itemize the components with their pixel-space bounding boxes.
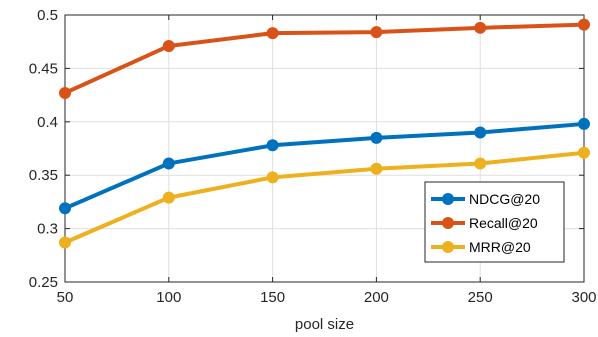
x-tick-label: 150	[260, 289, 285, 306]
legend-marker-recall-20	[442, 217, 454, 229]
legend-marker-ndcg-20	[442, 193, 454, 205]
data-point-mrr-20	[474, 157, 487, 170]
y-tick-label: 0.45	[29, 60, 58, 77]
x-tick-label: 250	[468, 289, 493, 306]
y-tick-label: 0.25	[29, 274, 58, 291]
data-point-recall-20	[59, 86, 71, 99]
legend-marker-mrr-20	[442, 241, 454, 253]
data-point-ndcg-20	[266, 139, 279, 152]
y-tick-label: 0.4	[37, 114, 58, 131]
x-tick-label: 100	[156, 289, 181, 306]
legend-label-ndcg-20: NDCG@20	[469, 191, 540, 207]
series-line-recall-20	[64, 22, 585, 95]
data-point-ndcg-20	[578, 117, 590, 130]
ticks: 50 100 150 200 250 300 0.25 0.3 0.35 0.4 0.45 0.5	[29, 7, 597, 306]
data-point-recall-20	[578, 18, 590, 31]
y-tick-label: 0.35	[29, 167, 58, 184]
x-tick-label: 200	[364, 289, 389, 306]
legend-label-mrr-20: MRR@20	[469, 239, 531, 255]
data-point-mrr-20	[162, 191, 175, 204]
series-group	[59, 18, 590, 249]
data-point-recall-20	[162, 39, 175, 52]
legend: NDCG@20 Recall@20 MRR@20	[424, 181, 565, 263]
data-point-recall-20	[266, 27, 279, 40]
data-point-mrr-20	[578, 146, 590, 159]
legend-label-recall-20: Recall@20	[469, 215, 538, 231]
x-tick-label: 50	[57, 289, 74, 306]
data-point-recall-20	[474, 21, 487, 34]
x-tick-label: 300	[571, 289, 596, 306]
y-tick-label: 0.5	[37, 7, 58, 24]
data-point-ndcg-20	[370, 131, 383, 144]
data-point-mrr-20	[59, 236, 71, 249]
series-line-mrr-20	[64, 150, 585, 245]
data-point-ndcg-20	[162, 157, 175, 170]
y-tick-label: 0.3	[37, 221, 58, 238]
data-point-recall-20	[370, 26, 383, 39]
x-axis-label: pool size	[295, 316, 354, 333]
data-point-ndcg-20	[474, 126, 487, 139]
series-line-ndcg-20	[64, 121, 585, 211]
data-point-mrr-20	[266, 171, 279, 184]
data-point-mrr-20	[370, 162, 383, 175]
data-point-ndcg-20	[59, 202, 71, 215]
